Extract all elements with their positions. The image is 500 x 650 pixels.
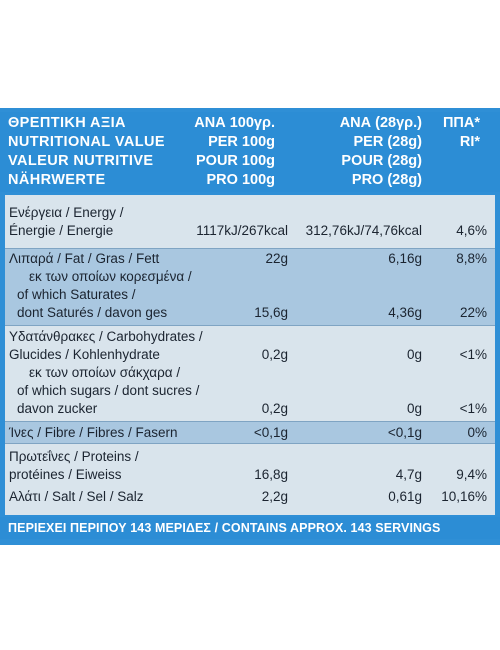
- row-band: [5, 421, 495, 443]
- header-per100: POUR 100g: [196, 153, 275, 169]
- fat-ri: 8,8%: [456, 251, 487, 266]
- fibre-per100: <0,1g: [253, 425, 288, 440]
- energy-ri: 4,6%: [456, 223, 487, 238]
- fat-per100: 22g: [265, 251, 288, 266]
- nutrition-table: Ενέργεια / Energy / Énergie / Energie 11…: [5, 195, 495, 515]
- row-divider: [5, 248, 495, 249]
- header-per100: ΑΝΑ 100γρ.: [194, 115, 275, 131]
- protein-per100: 16,8g: [254, 467, 288, 482]
- row-divider: [5, 421, 495, 422]
- protein-label: Πρωτεΐνες / Proteins /: [9, 449, 139, 464]
- fat-per28: 6,16g: [388, 251, 422, 266]
- carbs-per100: 0,2g: [261, 347, 288, 362]
- header-per28: POUR (28g): [341, 153, 422, 169]
- header-per100: PRO 100g: [206, 172, 276, 188]
- header-ri: ΠΠΑ*: [442, 115, 480, 131]
- header-row: VALEUR NUTRITIVE POUR 100g POUR (28g): [0, 152, 500, 171]
- servings-text: ΠΕΡΙΕΧΕΙ ΠΕΡΙΠΟΥ 143 ΜΕΡΙΔΕΣ / CONTAINS …: [8, 521, 441, 535]
- carbs-label: Υδατάνθρακες / Carbohydrates /: [9, 329, 203, 344]
- fat-label: Λιπαρά / Fat / Gras / Fett: [9, 251, 160, 266]
- protein-per28: 4,7g: [395, 467, 422, 482]
- salt-ri: 10,16%: [441, 489, 487, 504]
- energy-label: Ενέργεια / Energy /: [9, 205, 124, 220]
- row-divider: [5, 325, 495, 326]
- fibre-per28: <0,1g: [387, 425, 422, 440]
- saturates-per100: 15,6g: [254, 305, 288, 320]
- saturates-label: of which Saturates /: [17, 287, 136, 302]
- protein-label: protéines / Eiweiss: [9, 467, 122, 482]
- nutrition-header: ΘΡΕΠΤΙΚΗ ΑΞΙΑ ΑΝΑ 100γρ. ΑΝΑ (28γρ.) ΠΠΑ…: [0, 112, 500, 192]
- sugars-ri: <1%: [459, 401, 487, 416]
- protein-ri: 9,4%: [456, 467, 487, 482]
- header-label: NUTRITIONAL VALUE: [8, 134, 165, 150]
- row-band: [5, 325, 495, 421]
- header-per28: ΑΝΑ (28γρ.): [339, 115, 422, 131]
- header-row: ΘΡΕΠΤΙΚΗ ΑΞΙΑ ΑΝΑ 100γρ. ΑΝΑ (28γρ.) ΠΠΑ…: [0, 114, 500, 133]
- header-per28: PER (28g): [353, 134, 423, 150]
- row-band: [5, 248, 495, 325]
- header-per100: PER 100g: [208, 134, 275, 150]
- sugars-label: davon zucker: [17, 401, 98, 416]
- sugars-label: εκ των οποίων σάκχαρα /: [29, 365, 181, 380]
- energy-per28: 312,76kJ/74,76kcal: [305, 223, 422, 238]
- header-per28: PRO (28g): [351, 172, 422, 188]
- saturates-ri: 22%: [459, 305, 487, 320]
- energy-per100: 1117kJ/267kcal: [196, 223, 288, 238]
- sugars-per100: 0,2g: [261, 401, 288, 416]
- header-label: ΘΡΕΠΤΙΚΗ ΑΞΙΑ: [8, 115, 126, 131]
- fibre-ri: 0%: [467, 425, 487, 440]
- salt-per100: 2,2g: [261, 489, 288, 504]
- sugars-label: of which sugars / dont sucres /: [17, 383, 200, 398]
- header-label: VALEUR NUTRITIVE: [8, 153, 154, 169]
- saturates-label: dont Saturés / davon ges: [17, 305, 168, 320]
- salt-per28: 0,61g: [388, 489, 422, 504]
- header-label: NÄHRWERTE: [8, 172, 106, 188]
- carbs-ri: <1%: [459, 347, 487, 362]
- row-band: [5, 195, 495, 248]
- header-row: NUTRITIONAL VALUE PER 100g PER (28g) RI*: [0, 133, 500, 152]
- carbs-label: Glucides / Kohlenhydrate: [9, 347, 160, 362]
- servings-footer: ΠΕΡΙΕΧΕΙ ΠΕΡΙΠΟΥ 143 ΜΕΡΙΔΕΣ / CONTAINS …: [0, 517, 500, 539]
- sugars-per28: 0g: [406, 401, 422, 416]
- carbs-per28: 0g: [406, 347, 422, 362]
- salt-label: Αλάτι / Salt / Sel / Salz: [9, 489, 144, 504]
- row-divider: [5, 443, 495, 444]
- fibre-label: Ίνες / Fibre / Fibres / Fasern: [9, 425, 178, 440]
- saturates-label: εκ των οποίων κορεσμένα /: [29, 269, 192, 284]
- header-ri: RI*: [459, 134, 480, 150]
- saturates-per28: 4,36g: [388, 305, 422, 320]
- header-row: NÄHRWERTE PRO 100g PRO (28g): [0, 171, 500, 190]
- row-band: [5, 443, 495, 515]
- energy-label: Énergie / Energie: [9, 223, 114, 238]
